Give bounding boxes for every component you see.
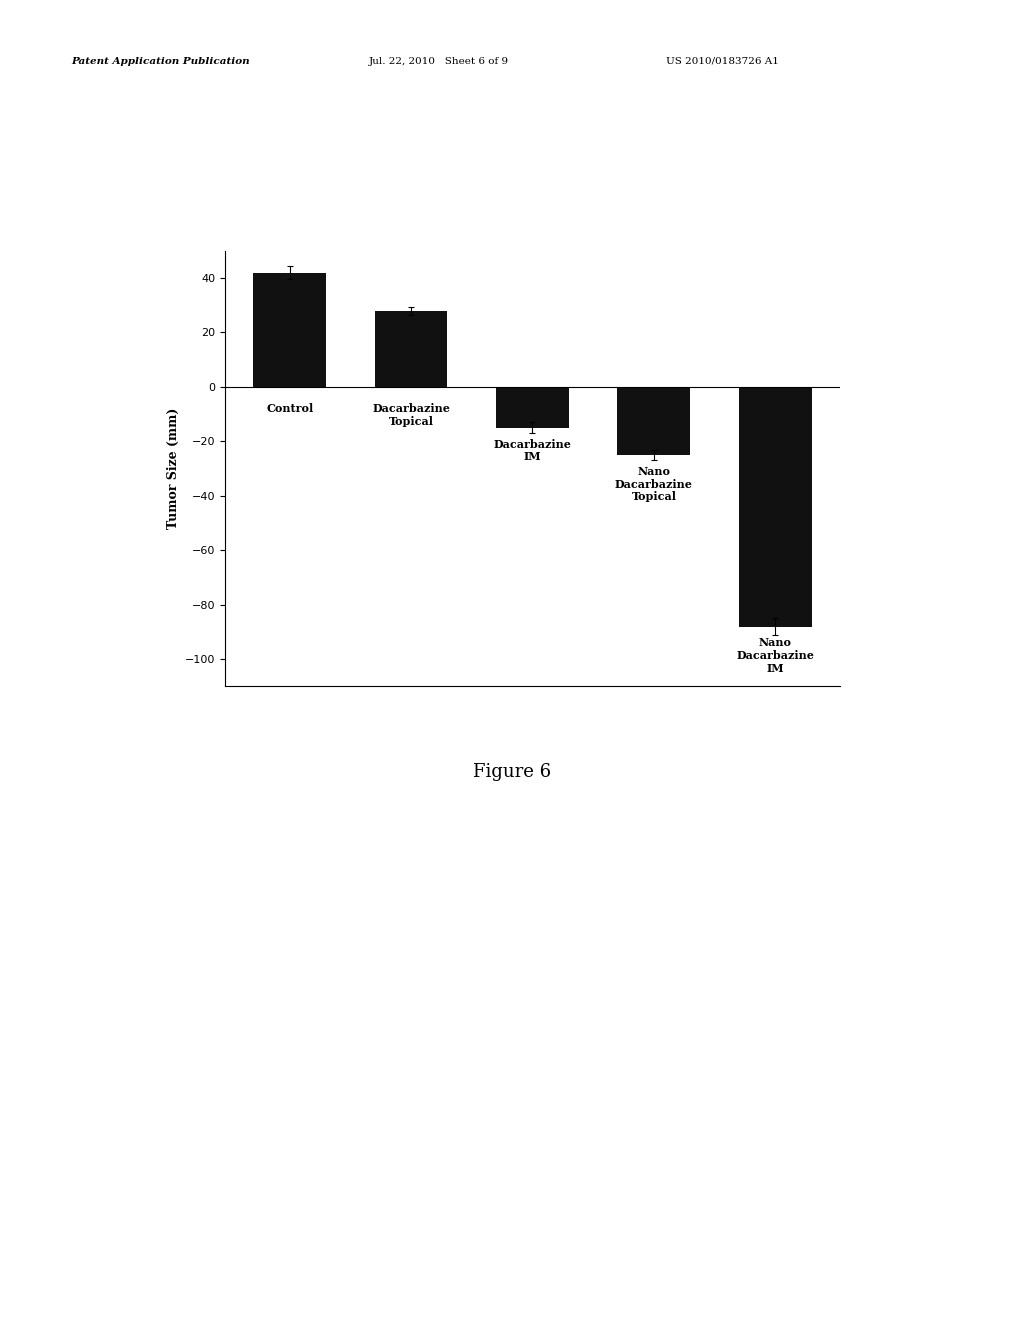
Text: Figure 6: Figure 6 (473, 763, 551, 781)
Bar (253, 272, 326, 387)
Text: Nano
Dacarbazine
IM: Nano Dacarbazine IM (736, 638, 814, 675)
Text: US 2010/0183726 A1: US 2010/0183726 A1 (666, 57, 778, 66)
Bar (617, 387, 690, 455)
Text: Dacarbazine
IM: Dacarbazine IM (494, 438, 571, 462)
Y-axis label: Tumor Size (mm): Tumor Size (mm) (167, 408, 179, 529)
Text: Patent Application Publication: Patent Application Publication (72, 57, 250, 66)
Text: Nano
Dacarbazine
Topical: Nano Dacarbazine Topical (615, 466, 693, 503)
Text: Jul. 22, 2010   Sheet 6 of 9: Jul. 22, 2010 Sheet 6 of 9 (369, 57, 509, 66)
Bar (496, 387, 569, 428)
Text: Dacarbazine
Topical: Dacarbazine Topical (372, 404, 450, 428)
Bar (375, 310, 447, 387)
Bar (739, 387, 812, 627)
Text: Control: Control (266, 404, 313, 414)
